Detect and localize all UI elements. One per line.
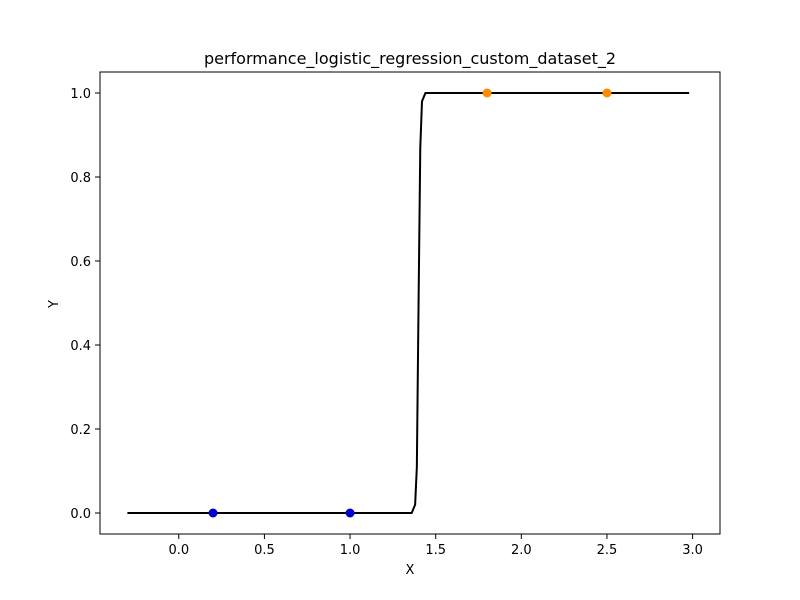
x-axis-label: X bbox=[406, 563, 415, 578]
scatter-point bbox=[345, 508, 355, 518]
y-tick-label: 0.6 bbox=[70, 255, 91, 270]
x-tick-label: 1.5 bbox=[425, 543, 446, 558]
y-axis-label: Y bbox=[47, 300, 62, 309]
ticks: 0.0 0.5 1.0 1.5 2.0 2.5 3.0 0.0 0.2 0.4 0.6 0.8 1.0 bbox=[70, 87, 703, 558]
x-tick-label: 3.0 bbox=[682, 543, 703, 558]
plot-frame bbox=[99, 71, 721, 535]
scatter-point bbox=[482, 88, 492, 98]
y-tick-label: 0.2 bbox=[70, 423, 91, 438]
chart-title: performance_logistic_regression_custom_d… bbox=[204, 49, 616, 69]
sigmoid-line bbox=[127, 92, 690, 514]
y-tick-label: 0.4 bbox=[70, 339, 91, 354]
x-tick-label: 2.0 bbox=[511, 543, 532, 558]
scatter-point bbox=[208, 508, 218, 518]
x-tick-label: 0.0 bbox=[168, 543, 189, 558]
x-tick-label: 1.0 bbox=[340, 543, 361, 558]
x-tick-label: 0.5 bbox=[254, 543, 275, 558]
y-tick-label: 0.8 bbox=[70, 171, 91, 186]
x-tick-label: 2.5 bbox=[597, 543, 618, 558]
y-tick-label: 1.0 bbox=[70, 87, 91, 102]
scatter-point bbox=[602, 88, 612, 98]
data-marks bbox=[127, 88, 690, 518]
y-tick-label: 0.0 bbox=[70, 507, 91, 522]
